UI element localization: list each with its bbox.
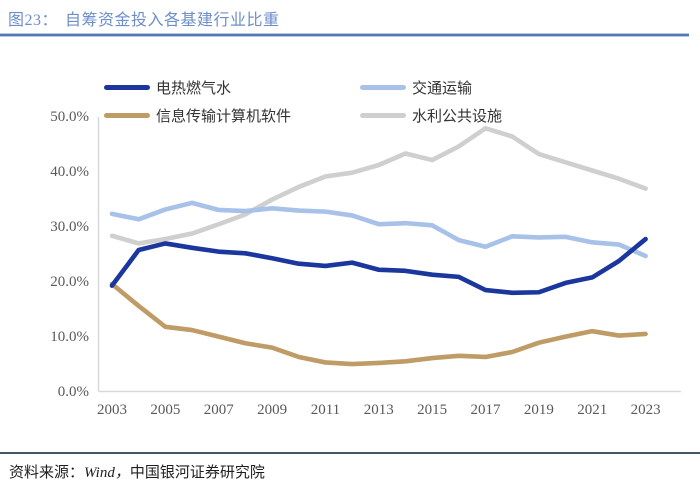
legend-item-power-heat-gas-water: 电热燃气水 xyxy=(104,77,360,98)
x-tick-label: 2023 xyxy=(630,402,661,418)
line-chart: 50.0% 40.0% 30.0% 20.0% 10.0% 0.0% 2003 2005 200… xyxy=(50,109,681,418)
source-name: Wind， xyxy=(84,465,130,481)
y-tick-label: 40.0% xyxy=(50,164,89,181)
x-tick-label: 2003 xyxy=(97,402,127,418)
x-tick-label: 2021 xyxy=(577,402,608,418)
series-line-transport xyxy=(109,200,648,259)
footer-divider xyxy=(0,452,700,454)
legend-item-water-utilities: 水利公共设施 xyxy=(360,105,502,126)
source-note: 资料来源：Wind，中国银河证券研究院 xyxy=(9,461,265,482)
legend-swatch-icon xyxy=(360,85,406,90)
legend-swatch-icon xyxy=(360,113,406,118)
x-tick-label: 2011 xyxy=(310,402,341,418)
series-line-power-heat-gas-water xyxy=(109,236,648,296)
legend-swatch-icon xyxy=(104,113,150,118)
y-tick-label: 20.0% xyxy=(50,273,89,290)
series-line-info-software xyxy=(109,281,648,367)
legend-label: 水利公共设施 xyxy=(412,109,503,125)
x-tick-label: 2005 xyxy=(150,402,181,418)
x-tick-label: 2015 xyxy=(417,402,448,418)
y-tick-label: 30.0% xyxy=(50,218,89,235)
legend-label: 电热燃气水 xyxy=(156,81,232,97)
y-tick-label: 50.0% xyxy=(50,109,89,126)
chart-legend: 电热燃气水 交通运输信息传输计算机软件 水利公共设施 xyxy=(104,77,502,126)
x-tick-label: 2019 xyxy=(523,402,554,418)
figure-number: 图23： xyxy=(8,12,59,29)
legend-item-transport: 交通运输 xyxy=(360,77,502,98)
plot-canvas xyxy=(97,117,681,393)
x-tick-label: 2009 xyxy=(257,402,288,418)
x-tick-label: 2017 xyxy=(470,402,501,418)
source-label: 资料来源： xyxy=(9,465,85,481)
y-tick-label: 10.0% xyxy=(50,328,89,345)
figure-title: 自筹资金投入各基建行业比重 xyxy=(65,12,280,29)
source-org: 中国银河证券研究院 xyxy=(129,465,265,481)
y-tick-label: 0.0% xyxy=(57,383,89,400)
series-line-water-utilities xyxy=(109,125,648,246)
x-tick-label: 2013 xyxy=(363,402,394,418)
legend-item-info-software: 信息传输计算机软件 xyxy=(104,105,360,126)
legend-label: 信息传输计算机软件 xyxy=(156,109,292,125)
legend-label: 交通运输 xyxy=(412,81,473,97)
header-divider xyxy=(0,33,689,37)
x-tick-label: 2007 xyxy=(203,402,234,418)
legend-swatch-icon xyxy=(104,85,150,90)
figure-header: 图23： 自筹资金投入各基建行业比重 xyxy=(8,6,280,30)
